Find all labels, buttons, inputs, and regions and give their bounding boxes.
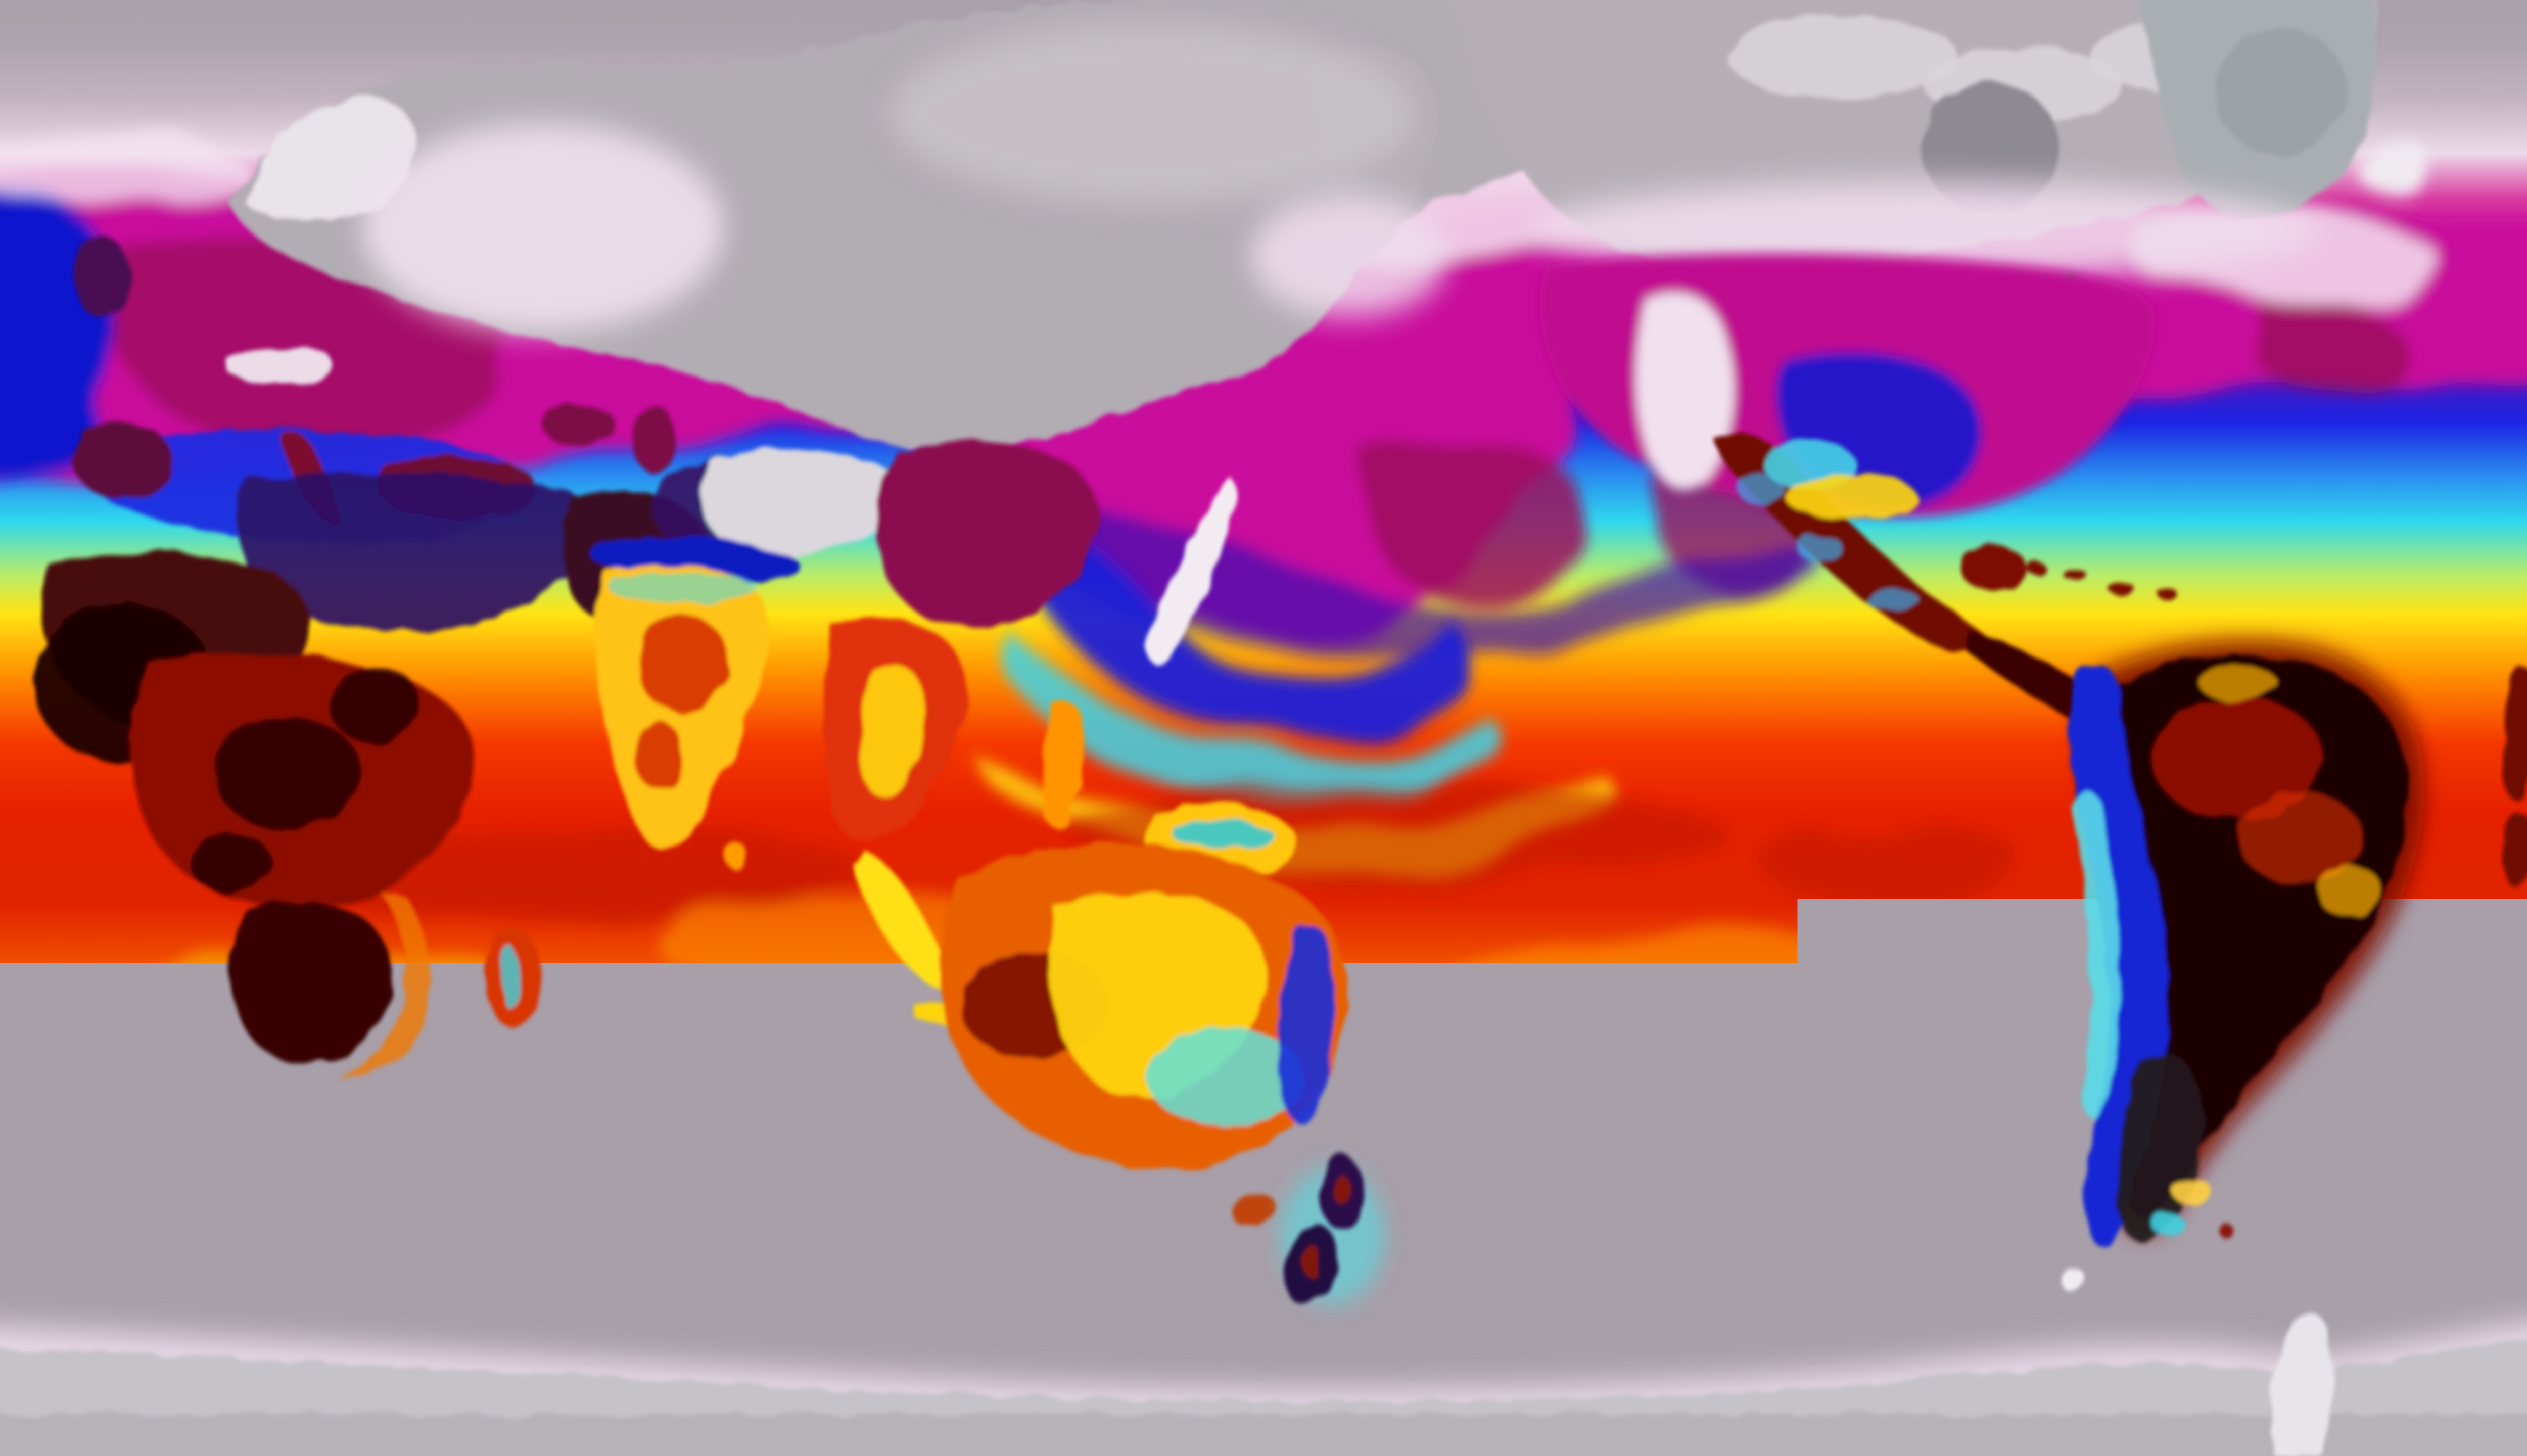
russia-pink-haze [362, 123, 724, 332]
region-yucatan [1961, 546, 2027, 591]
region-falklands [2218, 1221, 2231, 1236]
india-red-patch-2 [633, 720, 683, 788]
nz-red-speck-2 [1303, 1244, 1320, 1278]
temperature-map-canvas [0, 0, 2527, 1456]
africa-dark-patch-1 [214, 717, 362, 830]
africa-dark-patch-2 [329, 667, 421, 743]
india-red-patch-1 [637, 614, 729, 713]
brazil-yellow-fleck-1 [2316, 866, 2382, 916]
region-greenland-core [2215, 27, 2346, 156]
africa-dark-patch-3 [189, 832, 271, 893]
mexico-blue-fleck-2 [1795, 533, 1841, 559]
region-gulf-yellow [1785, 474, 1916, 520]
region-rockies-snow [1636, 293, 1734, 490]
eq-yellow-foam-1 [1283, 1005, 1941, 1073]
region-tasmania [1231, 1191, 1277, 1229]
region-sri-lanka [726, 843, 749, 870]
india-cyan-rim [609, 573, 757, 603]
mexico-blue-fleck-3 [1865, 588, 1918, 610]
east-siberia-pale [888, 23, 1415, 205]
tierra-del-fuego-cyan [2152, 1213, 2185, 1236]
global-temperature-map [0, 0, 2527, 1456]
nz-red-speck-1 [1334, 1176, 1351, 1206]
brazil-yellow-fleck-2 [2198, 666, 2277, 700]
region-arctic-archipelago-1 [1727, 15, 1958, 99]
region-black-sea [543, 404, 615, 446]
region-caspian [633, 406, 676, 474]
eq-dark-streak-3 [1760, 821, 2024, 904]
region-uk [72, 238, 130, 315]
antarctica-interior [0, 1414, 2527, 1456]
tierra-del-fuego-yellow [2172, 1178, 2211, 1204]
iceland [2359, 148, 2438, 198]
africa-wrap-sliver-2 [2504, 811, 2527, 887]
okhotsk-pink [1250, 195, 1448, 316]
region-south-georgia [2060, 1269, 2086, 1291]
